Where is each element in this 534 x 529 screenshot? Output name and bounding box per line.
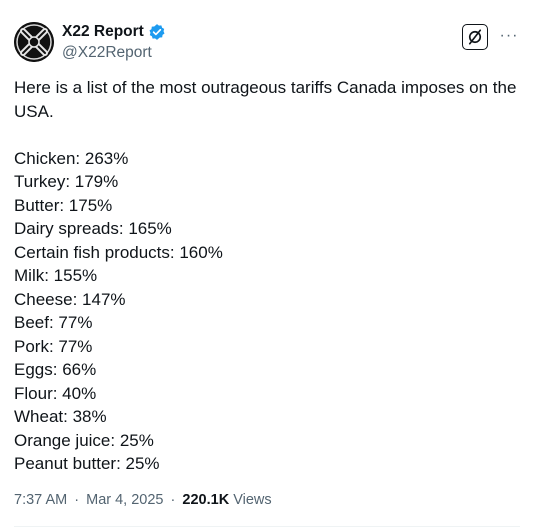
tariff-list: Chicken: 263% Turkey: 179% Butter: 175% …: [14, 147, 520, 476]
list-item: Milk: 155%: [14, 266, 98, 285]
more-options-button[interactable]: ···: [499, 27, 519, 44]
avatar[interactable]: [14, 22, 54, 62]
list-item: Orange juice: 25%: [14, 430, 154, 450]
x22-logo-icon: [14, 22, 54, 62]
list-item: Pork: 77%: [14, 336, 93, 356]
name-row: X22 Report: [62, 22, 166, 42]
tweet-intro: Here is a list of the most outrageous ta…: [14, 78, 522, 121]
list-item: Peanut butter: 25%: [14, 454, 160, 473]
grok-button[interactable]: [462, 24, 488, 50]
views-label: Views: [233, 492, 272, 508]
author-block: X22 Report @X22Report: [62, 22, 166, 63]
list-item: Eggs: 66%: [14, 360, 97, 379]
list-item: Turkey: 179%: [14, 172, 119, 191]
tweet-text: Here is a list of the most outrageous ta…: [14, 76, 520, 476]
handle[interactable]: @X22Report: [62, 44, 152, 61]
display-name[interactable]: X22 Report: [62, 23, 144, 40]
views-count[interactable]: 220.1K: [182, 492, 230, 508]
tweet-time[interactable]: 7:37 AM: [14, 492, 68, 508]
meta-separator: ·: [74, 492, 80, 508]
list-item: Dairy spreads: 165%: [14, 219, 172, 238]
list-item: Butter: 175%: [14, 195, 113, 215]
list-item: Wheat: 38%: [14, 407, 107, 426]
list-item: Chicken: 263%: [14, 148, 129, 168]
list-item: Flour: 40%: [14, 383, 97, 403]
tweet-date[interactable]: Mar 4, 2025: [86, 492, 164, 508]
list-item: Cheese: 147%: [14, 289, 126, 309]
tweet-meta: 7:37 AM · Mar 4, 2025 · 220.1K Views: [14, 490, 272, 510]
list-item: Certain fish products: 160%: [14, 242, 223, 262]
meta-separator: ·: [170, 492, 176, 508]
divider: [14, 526, 520, 527]
grok-icon: [468, 29, 482, 45]
list-item: Beef: 77%: [14, 313, 93, 332]
verified-badge-icon: [148, 23, 166, 41]
